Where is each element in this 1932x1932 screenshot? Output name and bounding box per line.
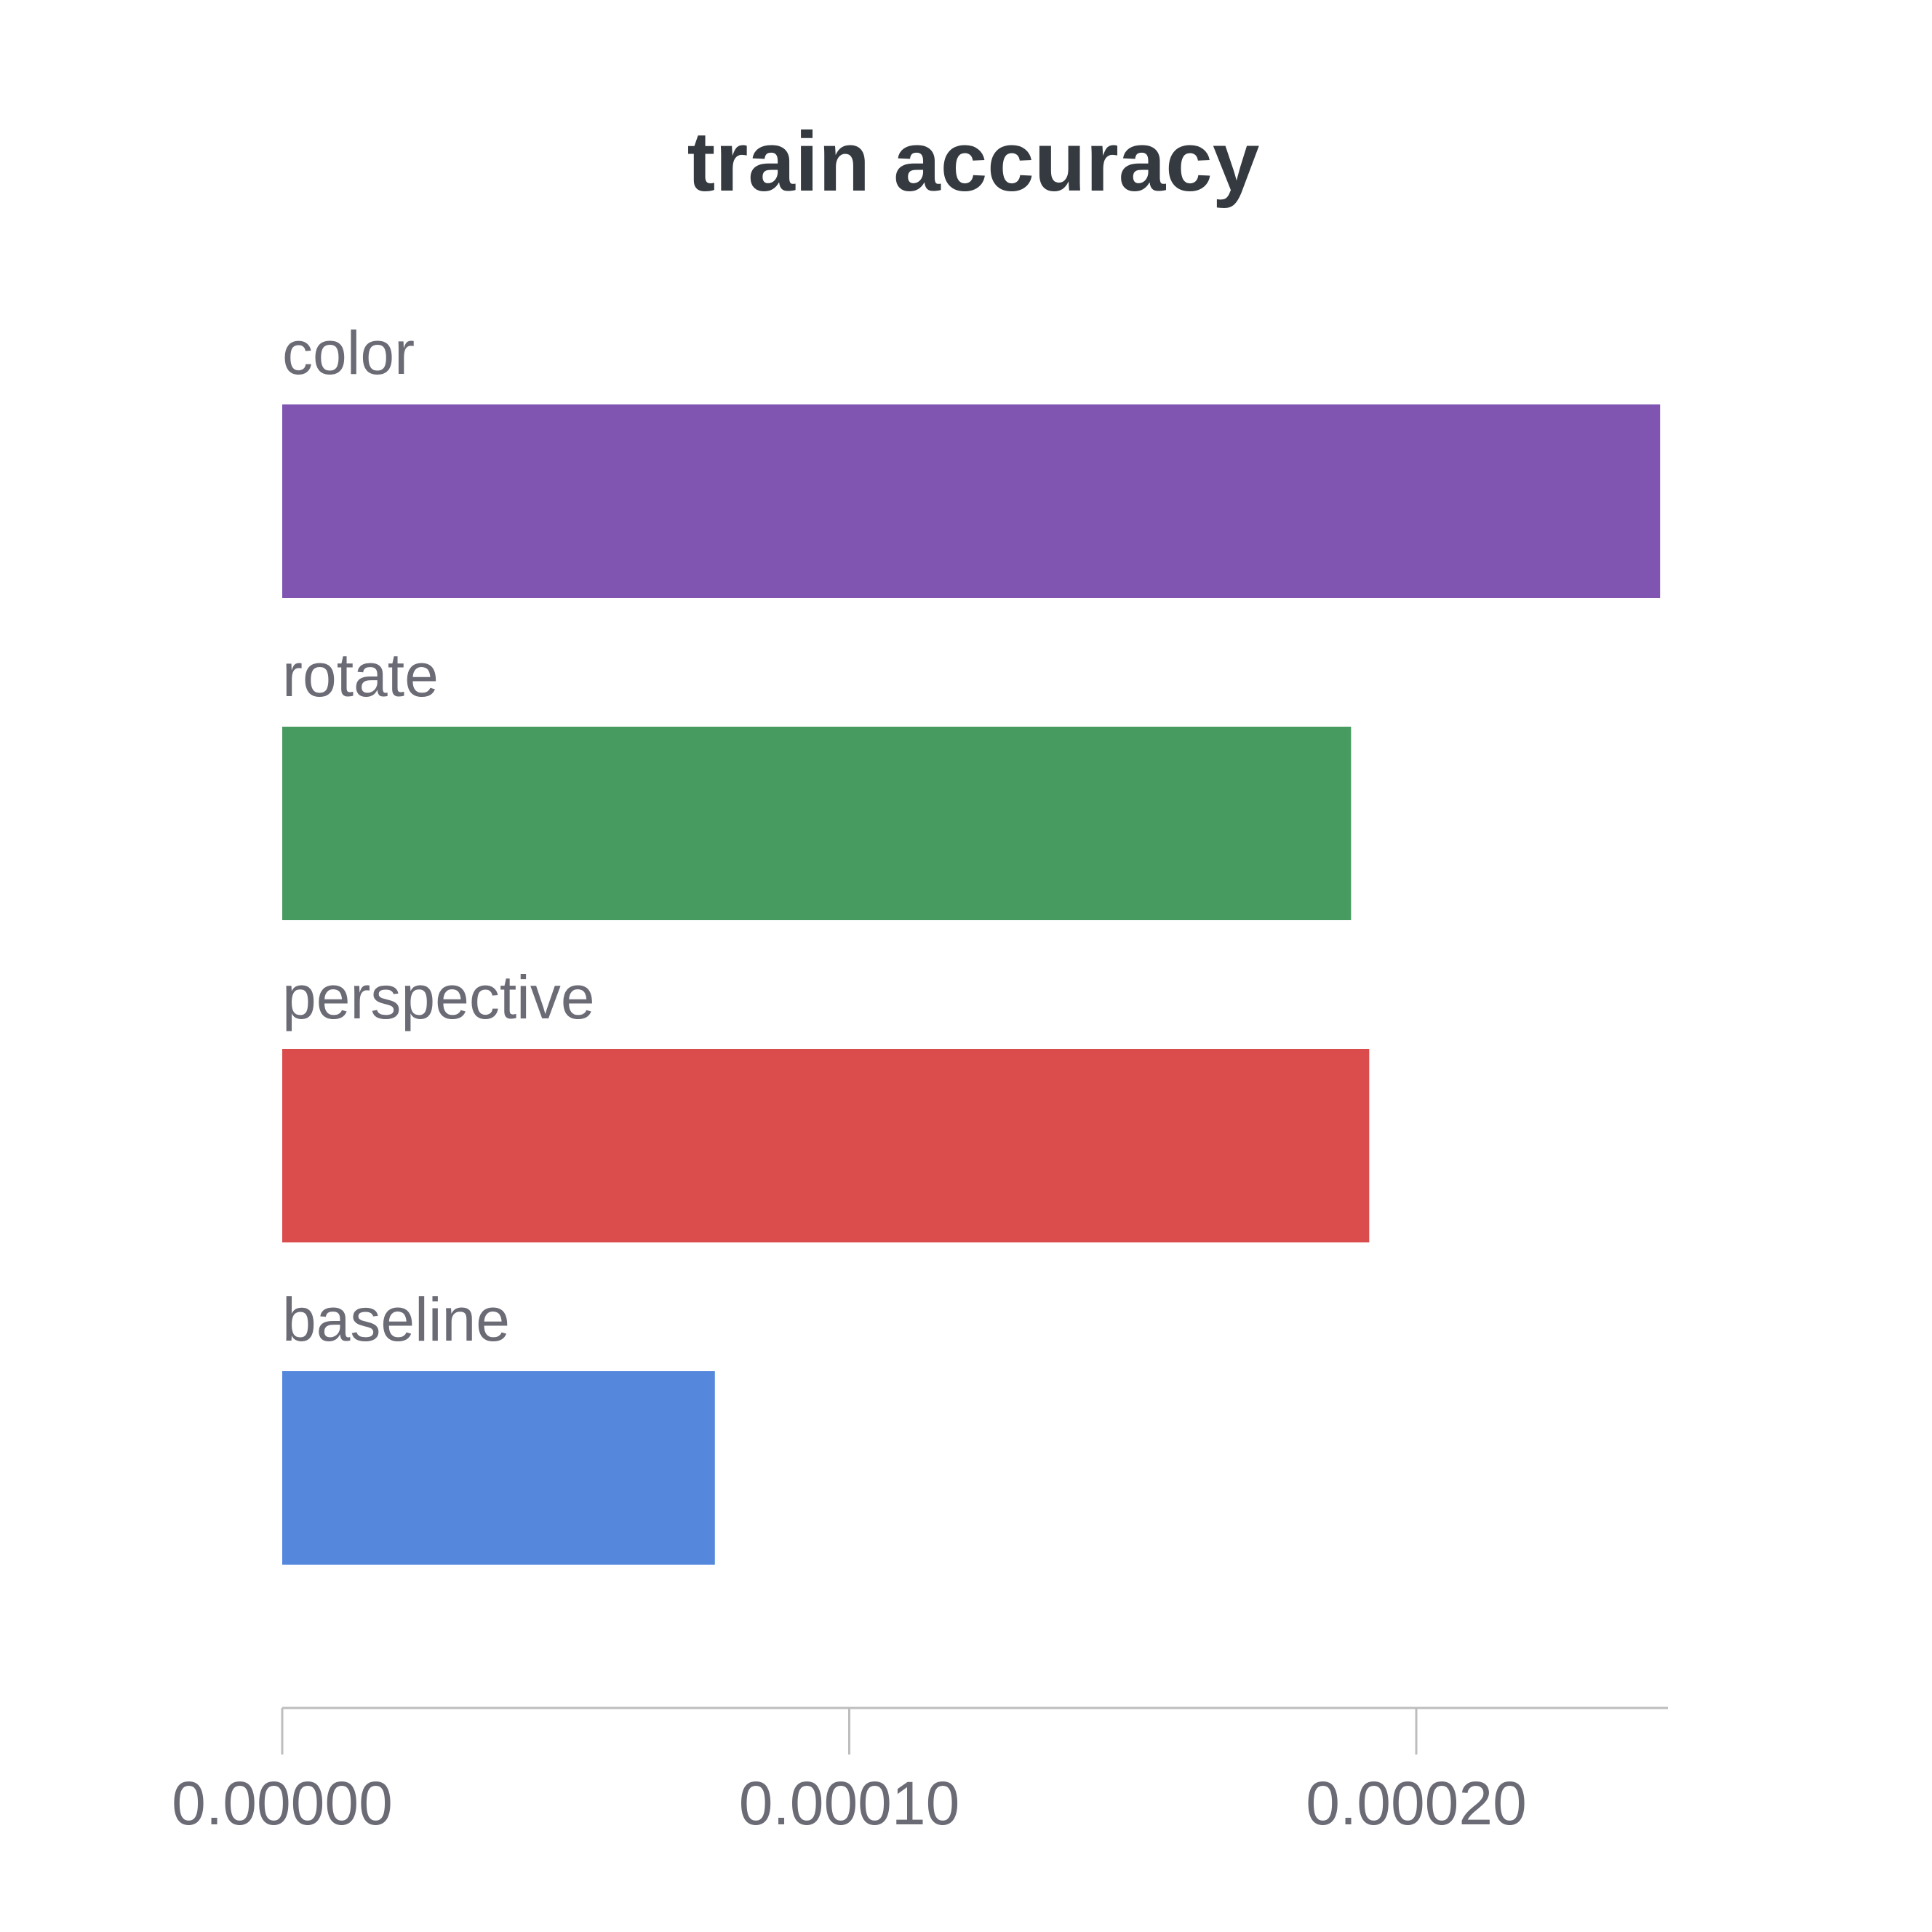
bar-color bbox=[282, 404, 1661, 598]
category-label-perspective: perspective bbox=[282, 963, 595, 1031]
bar-perspective bbox=[282, 1049, 1370, 1242]
bar-rotate bbox=[282, 727, 1352, 920]
x-axis: 0.00000 0.00010 0.00020 bbox=[172, 1707, 1668, 1837]
category-label-baseline: baseline bbox=[282, 1285, 510, 1354]
bar-baseline bbox=[282, 1371, 715, 1565]
chart-title: train accuracy bbox=[687, 114, 1260, 209]
x-tick-label: 0.00010 bbox=[739, 1769, 960, 1837]
x-tick-label: 0.00020 bbox=[1306, 1769, 1527, 1837]
bars-layer: color rotate perspective baseline bbox=[282, 319, 1661, 1565]
x-tick-label: 0.00000 bbox=[172, 1769, 393, 1837]
category-label-rotate: rotate bbox=[282, 641, 439, 709]
category-label-color: color bbox=[282, 319, 415, 387]
